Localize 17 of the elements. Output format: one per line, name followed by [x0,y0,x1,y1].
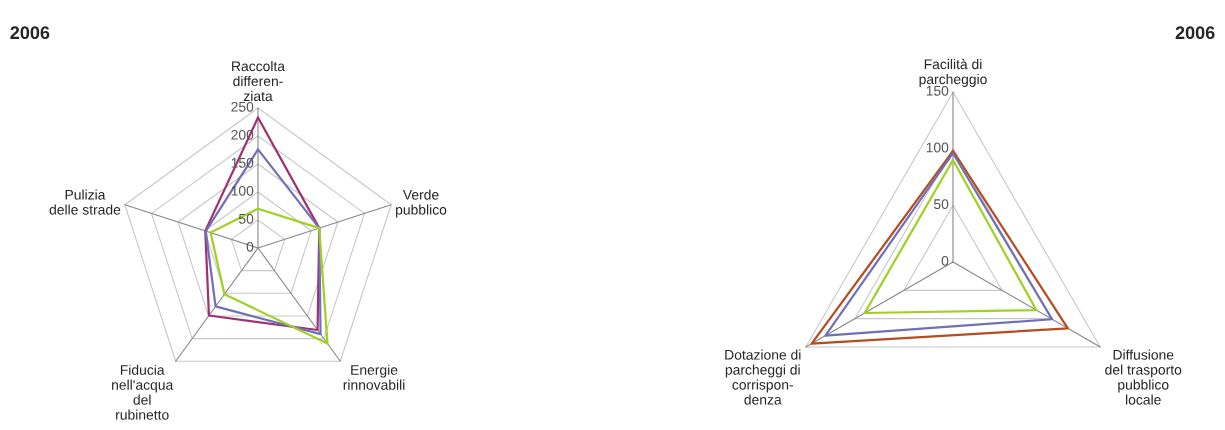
spoke-label: Verde pubblico [396,189,447,218]
spoke-label: Diffusione del trasporto pubblico locale [1105,349,1182,405]
y-tick-label: 50 [238,213,254,224]
spoke-label: Energie rinnovabili [343,364,405,390]
spoke-label: Fiducia nell'acqua del rubinetto [112,364,174,420]
y-tick-label: 100 [231,185,254,196]
y-tick-label: 0 [941,255,949,266]
y-tick-label: 150 [926,85,949,96]
chart-title: 2006 [1175,26,1215,40]
spoke-label: Pulizia delle strade [49,189,121,215]
y-tick-label: 100 [926,142,949,153]
y-tick-label: 250 [231,101,254,112]
chart-title: 2006 [10,26,50,40]
spoke-label: Raccolta differen- ziata [232,60,286,102]
y-tick-label: 50 [933,199,949,210]
spoke-label: Facilità di parcheggio [919,58,987,87]
spoke-label: Dotazione di parcheggi di corrispon- denza [725,349,801,405]
